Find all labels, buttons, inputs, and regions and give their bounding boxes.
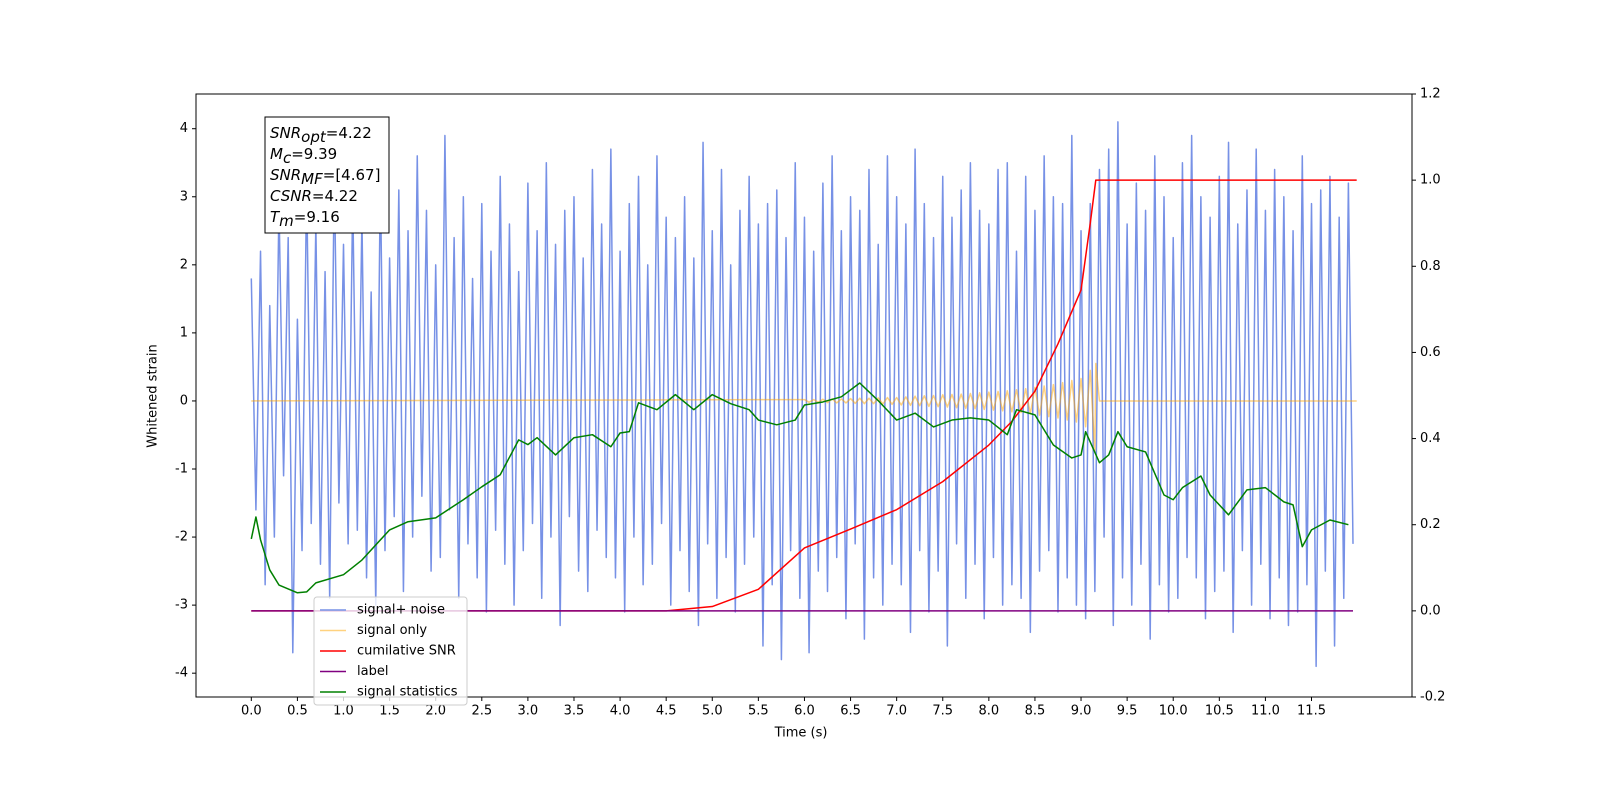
x-tick-label: 10.0 xyxy=(1159,704,1188,719)
legend-label: signal statistics xyxy=(357,685,458,700)
x-tick-label: 11.5 xyxy=(1297,704,1326,719)
x-tick-label: 7.0 xyxy=(886,704,907,719)
annotation-value: =9.16 xyxy=(294,208,340,226)
x-tick-label: 8.0 xyxy=(978,704,999,719)
annotation-subscript: opt xyxy=(301,128,327,146)
annotation-subscript: MF xyxy=(301,170,323,188)
x-tick-label: 1.5 xyxy=(379,704,400,719)
x-tick-label: 2.5 xyxy=(471,704,492,719)
annotation-box: SNRopt=4.22Mc=9.39SNRMF=[4.67]CSNR=4.22T… xyxy=(264,116,390,234)
x-tick-label: 9.5 xyxy=(1117,704,1138,719)
x-tick-label: 4.5 xyxy=(656,704,677,719)
x-tick-label: 10.5 xyxy=(1205,704,1234,719)
y-tick-label: 2 xyxy=(180,257,188,272)
annotation-frame xyxy=(264,116,390,234)
annotation-line: SNRopt=4.22 xyxy=(270,124,372,146)
series-line xyxy=(251,362,1357,453)
annotation-symbol: M xyxy=(270,145,283,163)
series-line xyxy=(251,179,1357,612)
legend-label: cumilative SNR xyxy=(357,644,456,659)
y-tick-label: -2 xyxy=(175,530,188,545)
x-tick-label: 7.5 xyxy=(932,704,953,719)
x-tick-label: 8.5 xyxy=(1025,704,1046,719)
y2-tick-label: 0.8 xyxy=(1420,259,1441,274)
x-tick-label: 3.5 xyxy=(564,704,585,719)
annotation-symbol: T xyxy=(270,208,281,226)
y2-tick-label: 0.0 xyxy=(1420,603,1441,618)
y2-tick-label: 1.2 xyxy=(1420,87,1441,102)
legend-label: label xyxy=(357,664,388,679)
x-tick-label: 1.0 xyxy=(333,704,354,719)
y-tick-label: 1 xyxy=(180,325,188,340)
annotation-subscript: m xyxy=(279,212,294,230)
y-axis-label: Whitened strain xyxy=(146,344,161,447)
y-tick-label: 4 xyxy=(180,121,188,136)
x-tick-label: 2.0 xyxy=(425,704,446,719)
ticks: 0.0 0.5 1.0 1.5 2.0 2.5 3.0 3.5 4.0 4.5 5.0 5.5 6.0 6… xyxy=(175,87,1445,719)
annotation-value: =[4.67] xyxy=(323,166,381,184)
x-tick-label: 5.5 xyxy=(748,704,769,719)
x-tick-label: 6.0 xyxy=(794,704,815,719)
y-tick-label: 0 xyxy=(180,393,188,408)
x-tick-label: 4.0 xyxy=(610,704,631,719)
x-tick-label: 9.0 xyxy=(1071,704,1092,719)
y2-tick-label: -0.2 xyxy=(1420,690,1445,705)
y2-tick-label: 1.0 xyxy=(1420,173,1441,188)
x-tick-label: 11.0 xyxy=(1251,704,1280,719)
annotation-value: =4.22 xyxy=(312,187,358,205)
x-axis-label: Time (s) xyxy=(774,726,828,741)
annotation-symbol: SNR xyxy=(270,124,301,142)
y2-tick-label: 0.4 xyxy=(1420,431,1441,446)
y-tick-label: 3 xyxy=(180,189,188,204)
series-line xyxy=(250,382,1349,594)
annotation-line: SNRMF=[4.67] xyxy=(270,166,380,188)
x-tick-label: 3.0 xyxy=(518,704,539,719)
annotation-value: =4.22 xyxy=(326,124,372,142)
annotation-subscript: c xyxy=(283,149,292,167)
annotation-line: Tm=9.16 xyxy=(270,208,340,230)
legend: signal+ noise signal only cumilative SNR la… xyxy=(313,596,468,706)
legend-label: signal+ noise xyxy=(357,603,445,618)
x-tick-label: 5.0 xyxy=(702,704,723,719)
y2-tick-label: 0.6 xyxy=(1420,345,1441,360)
legend-label: signal only xyxy=(357,623,427,638)
x-tick-label: 0.5 xyxy=(287,704,308,719)
y-tick-label: -3 xyxy=(175,598,188,613)
x-tick-label: 6.5 xyxy=(840,704,861,719)
y-tick-label: -4 xyxy=(175,666,188,681)
y-tick-label: -1 xyxy=(175,462,188,477)
annotation-symbol: SNR xyxy=(270,166,301,184)
annotation-line: CSNR=4.22 xyxy=(270,187,358,205)
annotation-symbol: CSNR xyxy=(270,187,312,205)
annotation-line: Mc=9.39 xyxy=(270,145,337,167)
annotation-value: =9.39 xyxy=(291,145,337,163)
y2-tick-label: 0.2 xyxy=(1420,517,1441,532)
legend-frame xyxy=(313,596,468,706)
x-tick-label: 0.0 xyxy=(241,704,262,719)
